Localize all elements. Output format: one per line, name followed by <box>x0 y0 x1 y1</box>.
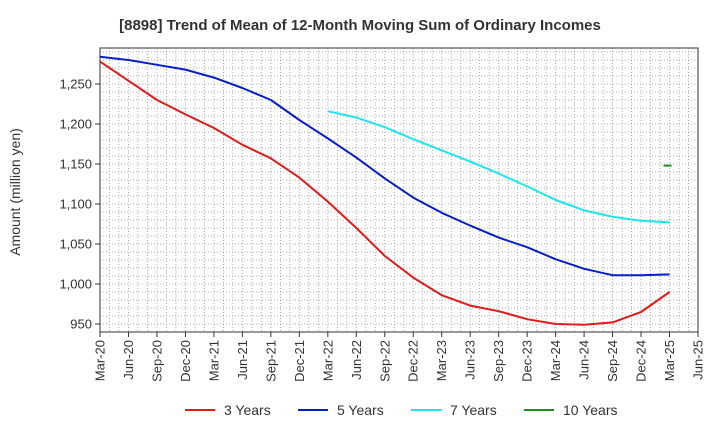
x-tick-label: Sep-21 <box>263 340 278 382</box>
x-tick-label: Dec-22 <box>406 340 421 382</box>
x-tick-label: Mar-25 <box>662 340 677 381</box>
series-7-years-line <box>327 110 670 224</box>
x-tick-label: Dec-21 <box>292 340 307 382</box>
series-5-years-line <box>99 55 670 277</box>
legend-label: 7 Years <box>450 402 497 418</box>
plot-frame <box>99 47 699 333</box>
x-tick-label: Jun-23 <box>463 340 478 380</box>
x-tick-label: Sep-20 <box>149 340 164 382</box>
y-tick-label: 1,000 <box>59 277 92 292</box>
x-tick-label: Mar-21 <box>206 340 221 381</box>
chart-title: [8898] Trend of Mean of 12-Month Moving … <box>119 17 601 34</box>
y-tick-label: 1,100 <box>59 197 92 212</box>
x-tick-label: Dec-20 <box>178 340 193 382</box>
x-tick-label: Jun-21 <box>235 340 250 380</box>
x-tick-label: Sep-22 <box>377 340 392 382</box>
legend-label: 10 Years <box>563 402 618 418</box>
legend-label: 3 Years <box>224 402 271 418</box>
x-tick-label: Jun-24 <box>577 340 592 380</box>
x-tick-label: Jun-22 <box>349 340 364 380</box>
y-tick-label: 1,150 <box>59 157 92 172</box>
plot-border <box>99 47 699 333</box>
legend: 3 Years 5 Years 7 Years 10 Years <box>185 402 618 418</box>
x-tick-label: Dec-23 <box>520 340 535 382</box>
grid-lines <box>99 48 699 332</box>
y-axis-ticks: 950 1,000 1,050 1,100 1,150 1,200 1,250 <box>59 77 100 332</box>
x-tick-label: Dec-24 <box>634 340 649 382</box>
x-tick-label: Jun-25 <box>691 340 706 380</box>
y-tick-label: 1,050 <box>59 237 92 252</box>
y-tick-label: 1,200 <box>59 117 92 132</box>
y-tick-label: 950 <box>70 317 92 332</box>
y-tick-label: 1,250 <box>59 77 92 92</box>
x-tick-label: Mar-24 <box>548 340 563 381</box>
series-3-years-line <box>99 60 671 326</box>
x-axis-ticks: Mar-20 Jun-20 Sep-20 Dec-20 Mar-21 Jun-21 Sep-… <box>93 332 706 382</box>
x-tick-label: Jun-20 <box>121 340 136 380</box>
y-axis-label: Amount (million yen) <box>7 128 23 256</box>
x-tick-label: Mar-23 <box>434 340 449 381</box>
legend-label: 5 Years <box>337 402 384 418</box>
series-lines <box>99 55 672 326</box>
x-tick-label: Sep-24 <box>605 340 620 382</box>
x-tick-label: Mar-20 <box>93 340 108 381</box>
x-tick-label: Mar-22 <box>320 340 335 381</box>
x-tick-label: Sep-23 <box>491 340 506 382</box>
